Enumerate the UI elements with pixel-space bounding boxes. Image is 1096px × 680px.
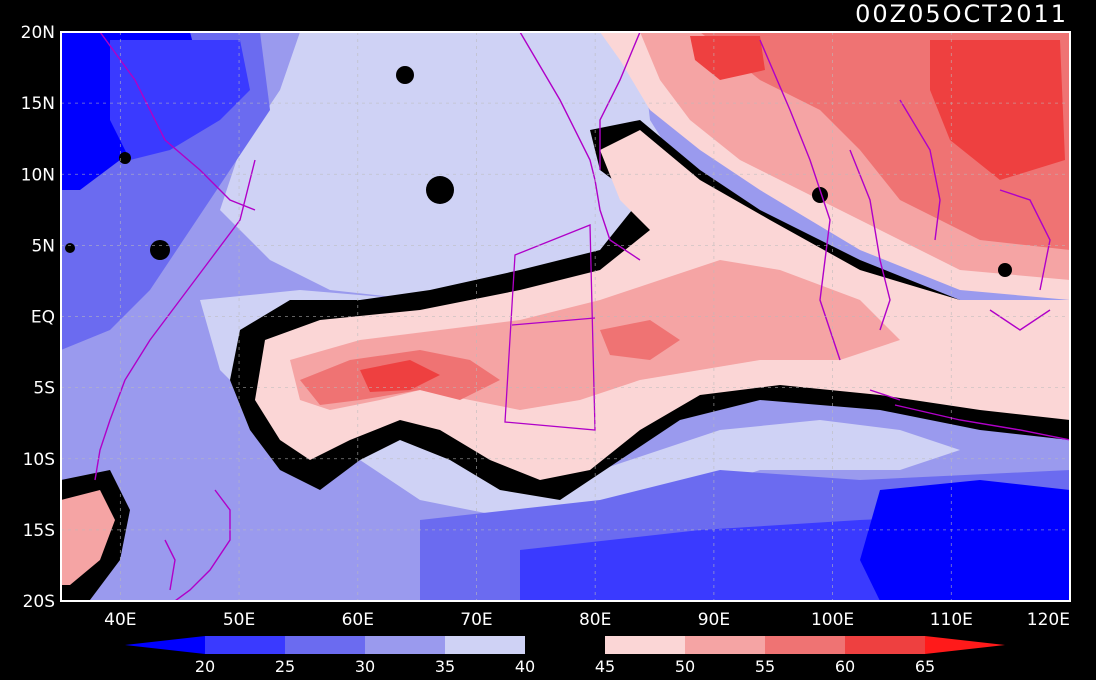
lat-label: 15S xyxy=(23,521,55,541)
colorbar-label: 35 xyxy=(435,657,455,676)
map-title: 00Z05OCT2011 xyxy=(855,0,1068,28)
field-bright-red-west xyxy=(360,360,440,392)
colorbar-segment xyxy=(765,636,845,654)
lon-label: 60E xyxy=(342,610,374,630)
colorbar-segment xyxy=(365,636,445,654)
field-dot xyxy=(812,187,828,203)
lat-label: 5S xyxy=(33,379,55,399)
colorbar-label: 30 xyxy=(355,657,375,676)
longitude-labels: 40E 50E 60E 70E 80E 90E 100E 110E 120E xyxy=(104,610,1070,630)
field-dot xyxy=(426,176,454,204)
colorbar: 20 25 30 35 40 45 50 55 60 65 xyxy=(125,636,1005,676)
lat-label: 20N xyxy=(21,23,55,43)
map-plot-area xyxy=(61,32,1070,601)
lat-label: EQ xyxy=(31,308,55,328)
field-dot xyxy=(65,243,75,253)
colorbar-label: 50 xyxy=(675,657,695,676)
colorbar-segment xyxy=(685,636,765,654)
colorbar-segment xyxy=(285,636,365,654)
colorbar-segment xyxy=(445,636,525,654)
field-bright-red-northeast xyxy=(930,40,1065,180)
map-frame xyxy=(60,31,1071,602)
region-box xyxy=(504,224,596,431)
colorbar-label: 40 xyxy=(515,657,535,676)
lon-label: 50E xyxy=(223,610,255,630)
field-light-blue-north xyxy=(220,32,700,300)
colorbar-arrow-high xyxy=(925,636,1005,654)
lon-label: 80E xyxy=(579,610,611,630)
field-deep-blue-southeast xyxy=(860,480,1070,601)
coastline xyxy=(94,32,1070,601)
lat-label: 10S xyxy=(23,450,55,470)
lat-label: 10N xyxy=(21,165,55,185)
lon-label: 110E xyxy=(930,610,973,630)
latitude-labels: 20N 15N 10N 5N EQ 5S 10S 15S 20S xyxy=(21,23,55,612)
colorbar-label: 65 xyxy=(915,657,935,676)
colorbar-label: 45 xyxy=(595,657,615,676)
lon-label: 90E xyxy=(698,610,730,630)
field-blue-northwest-2 xyxy=(110,40,250,160)
lon-label: 40E xyxy=(104,610,136,630)
colorbar-label: 25 xyxy=(275,657,295,676)
colorbar-segment xyxy=(605,636,685,654)
lat-label: 15N xyxy=(21,94,55,114)
colorbar-label: 60 xyxy=(835,657,855,676)
field-dot xyxy=(119,152,131,164)
field-dot xyxy=(998,263,1012,277)
lat-label: 20S xyxy=(23,592,55,612)
field-red-center xyxy=(600,320,680,360)
colorbar-arrow-low xyxy=(125,636,205,654)
field-dot xyxy=(396,66,414,84)
lon-label: 120E xyxy=(1027,610,1070,630)
grid-lines xyxy=(61,32,1070,601)
lon-label: 70E xyxy=(460,610,492,630)
lon-label: 100E xyxy=(811,610,854,630)
colorbar-segment xyxy=(845,636,925,654)
field-southwest-pink xyxy=(61,490,115,585)
lat-label: 5N xyxy=(31,236,55,256)
field-bright-red-north xyxy=(690,36,765,80)
colorbar-label: 55 xyxy=(755,657,775,676)
colorbar-label: 20 xyxy=(195,657,215,676)
colorbar-segment xyxy=(525,636,605,654)
field-dot xyxy=(150,240,170,260)
colorbar-segment xyxy=(205,636,285,654)
